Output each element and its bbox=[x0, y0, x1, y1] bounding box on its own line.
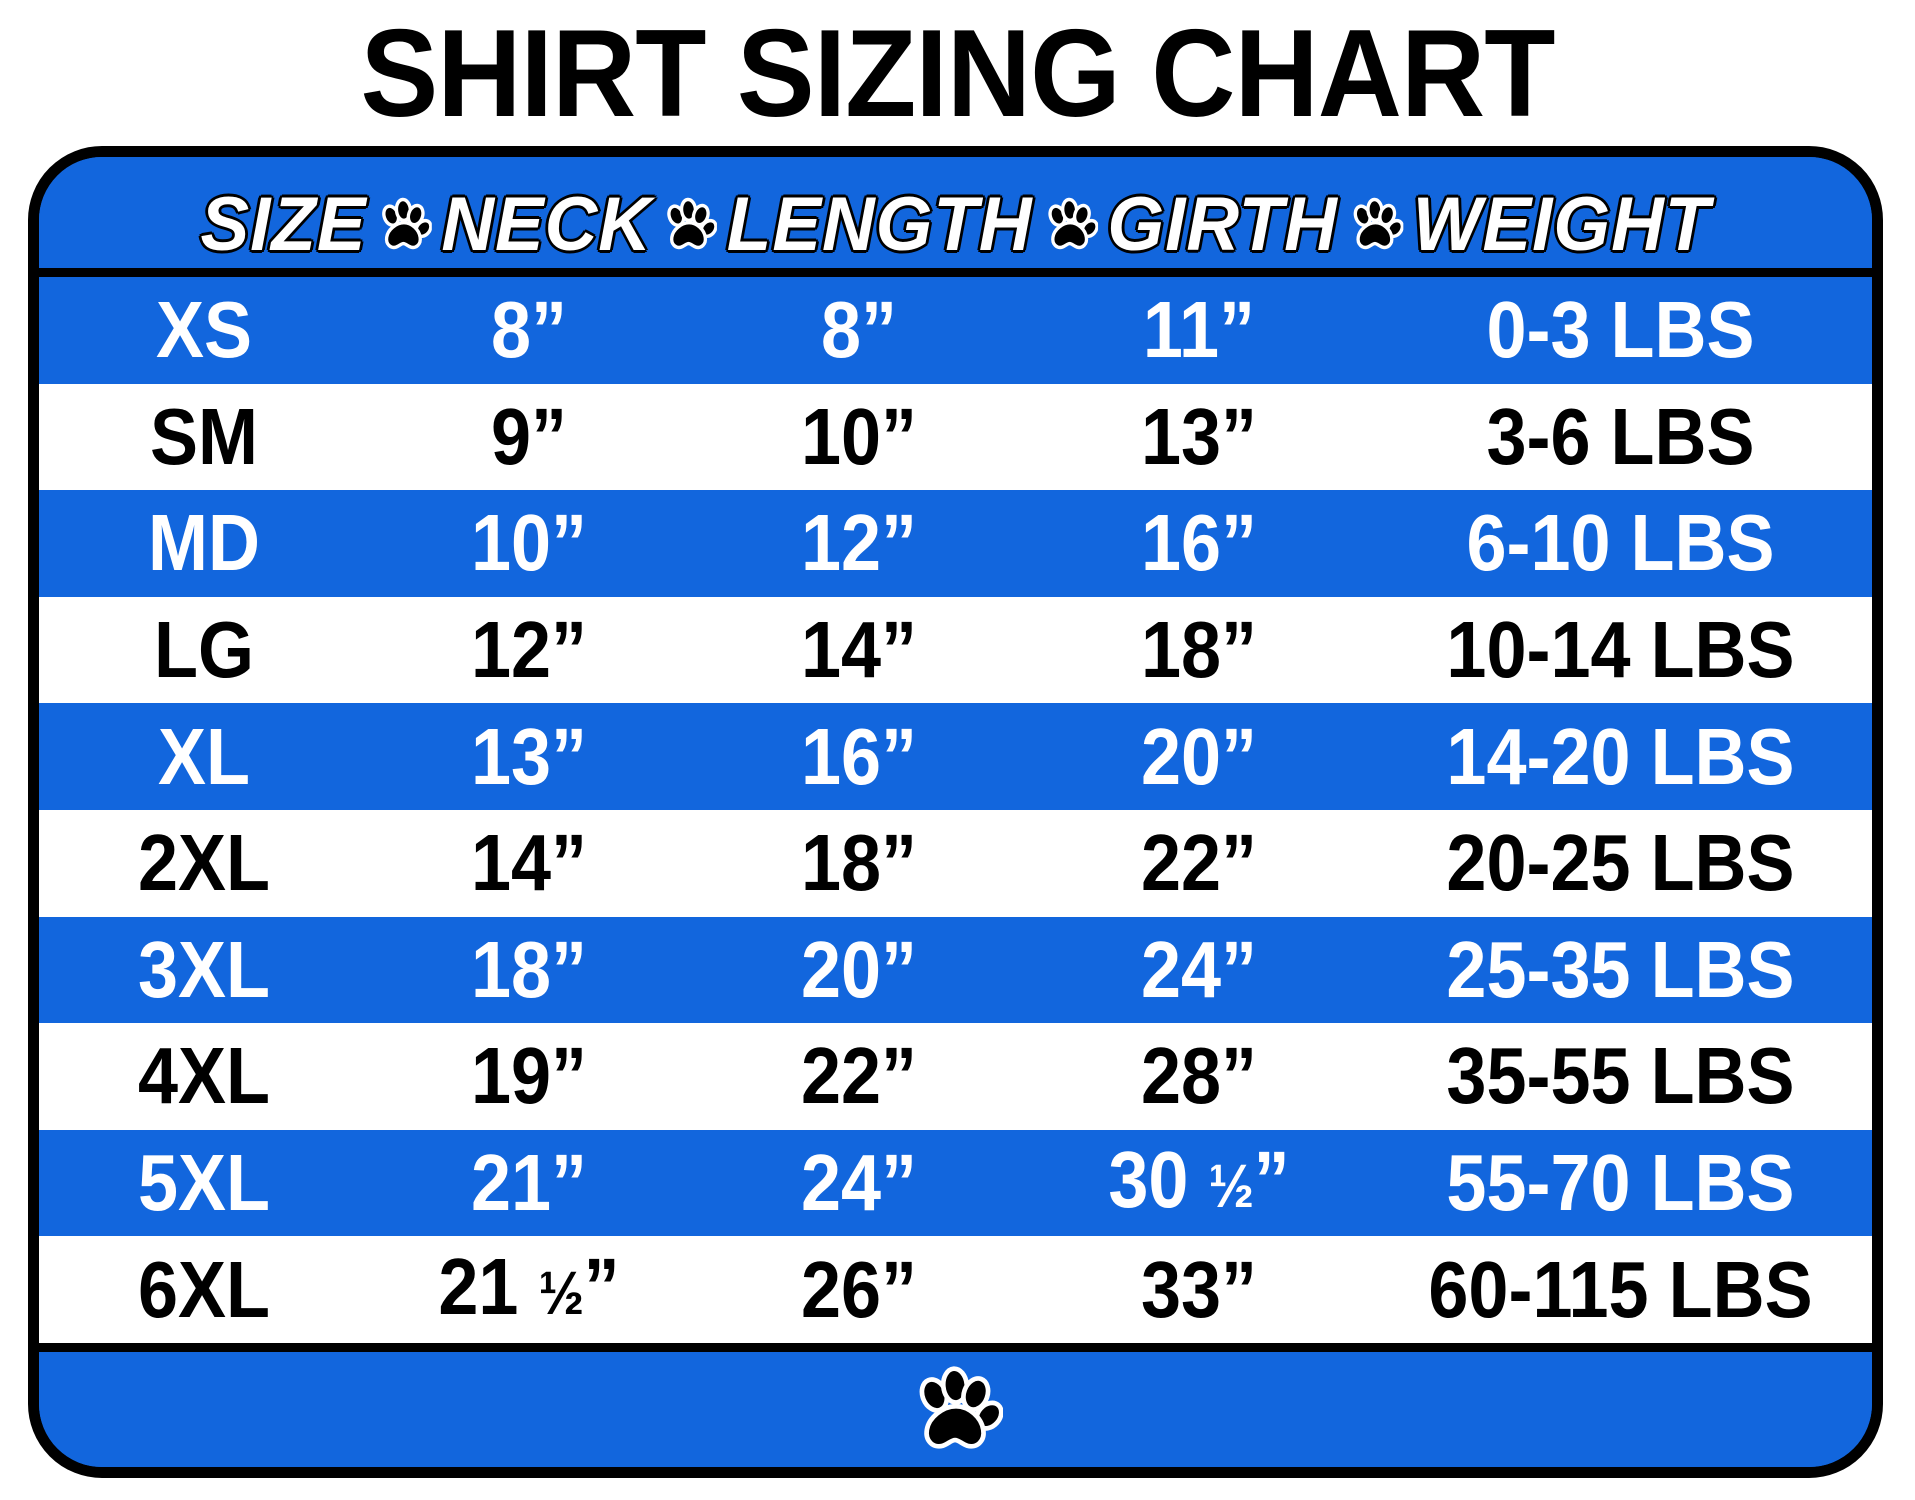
column-header-size: SIZE bbox=[200, 182, 367, 267]
table-footer-band bbox=[39, 1343, 1872, 1467]
cell-girth: 22” bbox=[1140, 818, 1258, 908]
cell-girth: 30 ½” bbox=[1108, 1135, 1290, 1225]
cell-girth: 13” bbox=[1140, 391, 1258, 481]
table-header-row: SIZE NECK bbox=[39, 157, 1872, 277]
cell-length: 10” bbox=[800, 391, 918, 481]
table-row: 5XL 21” 24” 30 ½” 55-70 LBS bbox=[39, 1129, 1872, 1237]
cell-size: 3XL bbox=[137, 924, 271, 1014]
cell-length: 12” bbox=[800, 498, 918, 588]
cell-girth: 11” bbox=[1142, 285, 1256, 375]
cell-length: 20” bbox=[800, 924, 918, 1014]
table-row: LG 12” 14” 18” 10-14 LBS bbox=[39, 596, 1872, 704]
cell-neck: 10” bbox=[470, 498, 588, 588]
cell-girth: 16” bbox=[1140, 498, 1258, 588]
cell-weight: 10-14 LBS bbox=[1446, 605, 1795, 695]
column-header-weight: WEIGHT bbox=[1412, 182, 1711, 267]
table-row: XS 8” 8” 11” 0-3 LBS bbox=[39, 277, 1872, 384]
cell-girth: 20” bbox=[1140, 711, 1258, 801]
table-row: XL 13” 16” 20” 14-20 LBS bbox=[39, 703, 1872, 810]
cell-neck: 14” bbox=[470, 818, 588, 908]
cell-length: 22” bbox=[800, 1031, 918, 1121]
cell-girth: 18” bbox=[1140, 605, 1258, 695]
cell-size: XL bbox=[157, 711, 250, 801]
cell-weight: 0-3 LBS bbox=[1486, 285, 1755, 375]
cell-size: 4XL bbox=[137, 1031, 271, 1121]
cell-neck: 9” bbox=[490, 391, 568, 481]
table-row: SM 9” 10” 13” 3-6 LBS bbox=[39, 383, 1872, 491]
paw-print-icon bbox=[1338, 186, 1413, 264]
cell-girth: 28” bbox=[1140, 1031, 1258, 1121]
cell-size: 6XL bbox=[137, 1244, 271, 1334]
table-body: XS 8” 8” 11” 0-3 LBS SM 9” 10” 13” 3-6 L… bbox=[39, 277, 1872, 1343]
table-row: 4XL 19” 22” 28” 35-55 LBS bbox=[39, 1023, 1872, 1130]
cell-length: 14” bbox=[800, 605, 918, 695]
table-row: 3XL 18” 20” 24” 25-35 LBS bbox=[39, 916, 1872, 1024]
cell-weight: 20-25 LBS bbox=[1446, 818, 1795, 908]
sizing-chart-card: SIZE NECK bbox=[28, 146, 1883, 1478]
cell-length: 8” bbox=[820, 285, 898, 375]
cell-size: 2XL bbox=[137, 818, 271, 908]
cell-size: 5XL bbox=[137, 1138, 271, 1228]
page-title: SHIRT SIZING CHART bbox=[360, 5, 1555, 143]
cell-size: MD bbox=[148, 498, 260, 588]
table-row: 2XL 14” 18” 22” 20-25 LBS bbox=[39, 809, 1872, 917]
paw-print-icon bbox=[1033, 186, 1108, 264]
cell-size: LG bbox=[154, 605, 254, 695]
cell-length: 16” bbox=[800, 711, 918, 801]
cell-neck: 19” bbox=[470, 1031, 588, 1121]
column-header-girth: GIRTH bbox=[1107, 182, 1338, 267]
column-header-length: LENGTH bbox=[726, 182, 1033, 267]
cell-weight: 60-115 LBS bbox=[1428, 1244, 1813, 1334]
column-header-neck: NECK bbox=[441, 182, 653, 267]
cell-weight: 35-55 LBS bbox=[1446, 1031, 1795, 1121]
cell-length: 26” bbox=[800, 1244, 918, 1334]
cell-weight: 14-20 LBS bbox=[1446, 711, 1795, 801]
cell-length: 18” bbox=[800, 818, 918, 908]
cell-girth: 24” bbox=[1140, 924, 1258, 1014]
cell-girth: 33” bbox=[1140, 1244, 1258, 1334]
cell-weight: 55-70 LBS bbox=[1446, 1138, 1795, 1228]
cell-neck: 13” bbox=[470, 711, 588, 801]
cell-neck: 12” bbox=[470, 605, 588, 695]
cell-weight: 3-6 LBS bbox=[1486, 391, 1755, 481]
paw-print-icon bbox=[652, 186, 727, 264]
cell-neck: 21” bbox=[470, 1138, 588, 1228]
cell-size: SM bbox=[150, 391, 258, 481]
table-row: 6XL 21 ½” 26” 33” 60-115 LBS bbox=[39, 1236, 1872, 1343]
cell-weight: 6-10 LBS bbox=[1466, 498, 1775, 588]
cell-length: 24” bbox=[800, 1138, 918, 1228]
cell-neck: 21 ½” bbox=[438, 1241, 620, 1331]
cell-neck: 18” bbox=[470, 924, 588, 1014]
table-row: MD 10” 12” 16” 6-10 LBS bbox=[39, 490, 1872, 597]
paw-print-icon bbox=[367, 186, 442, 264]
cell-neck: 8” bbox=[490, 285, 568, 375]
cell-weight: 25-35 LBS bbox=[1446, 924, 1795, 1014]
paw-print-icon bbox=[909, 1363, 1003, 1457]
cell-size: XS bbox=[155, 285, 253, 375]
